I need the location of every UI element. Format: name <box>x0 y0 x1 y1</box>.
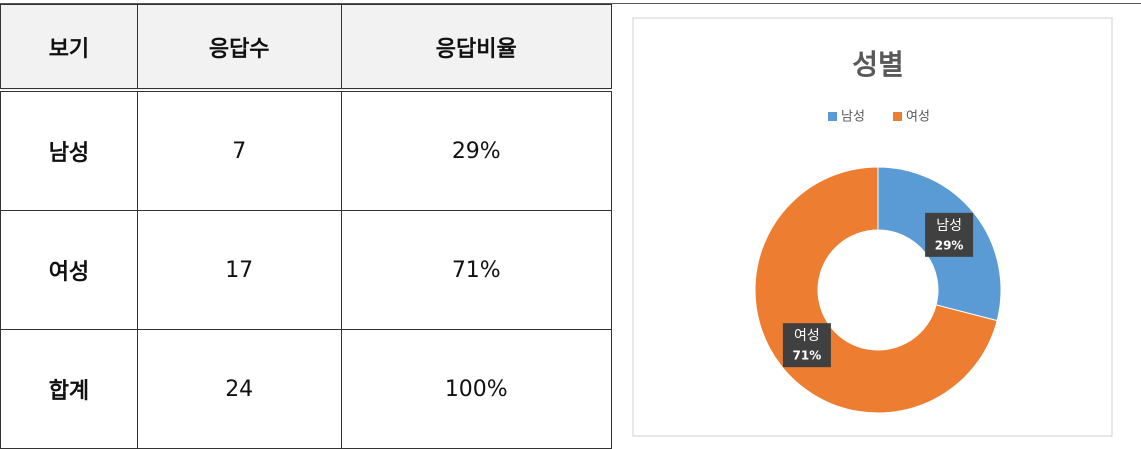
top-rule <box>0 3 1141 4</box>
response-table: 보기 응답수 응답비율 남성 7 29% 여성 17 71% 합계 24 100% <box>0 4 613 449</box>
data-label-category: 남성 <box>936 218 962 234</box>
table-row: 합계 24 100% <box>0 329 613 449</box>
data-label-box <box>782 323 831 368</box>
table-cell: 100% <box>340 329 613 449</box>
table-cell: 24 <box>136 329 342 449</box>
header-row: 보기 응답수 응답비율 <box>0 4 613 92</box>
data-label-value: 71% <box>793 349 822 363</box>
table-cell: 29% <box>340 89 613 211</box>
legend-label: 남성 <box>841 110 865 125</box>
data-label-box <box>925 212 974 257</box>
table-row: 여성 17 71% <box>0 210 613 330</box>
chart-title: 성별 <box>852 48 904 81</box>
table-row: 남성 7 29% <box>0 89 613 211</box>
header-cell: 응답수 <box>136 4 342 92</box>
table-cell: 7 <box>136 89 342 211</box>
table-cell: 여성 <box>0 210 138 330</box>
legend-swatch <box>828 112 837 121</box>
header-cell: 보기 <box>0 4 138 92</box>
table-cell: 합계 <box>0 329 138 449</box>
header-cell: 응답비율 <box>340 4 613 92</box>
table-body: 남성 7 29% 여성 17 71% 합계 24 100% <box>0 89 613 449</box>
table-cell: 17 <box>136 210 342 330</box>
legend-swatch <box>893 112 902 121</box>
table-cell: 71% <box>340 210 613 330</box>
data-label-category: 여성 <box>794 328 820 344</box>
table-cell: 남성 <box>0 89 138 211</box>
legend-label: 여성 <box>906 110 930 125</box>
data-label-value: 29% <box>935 238 964 252</box>
